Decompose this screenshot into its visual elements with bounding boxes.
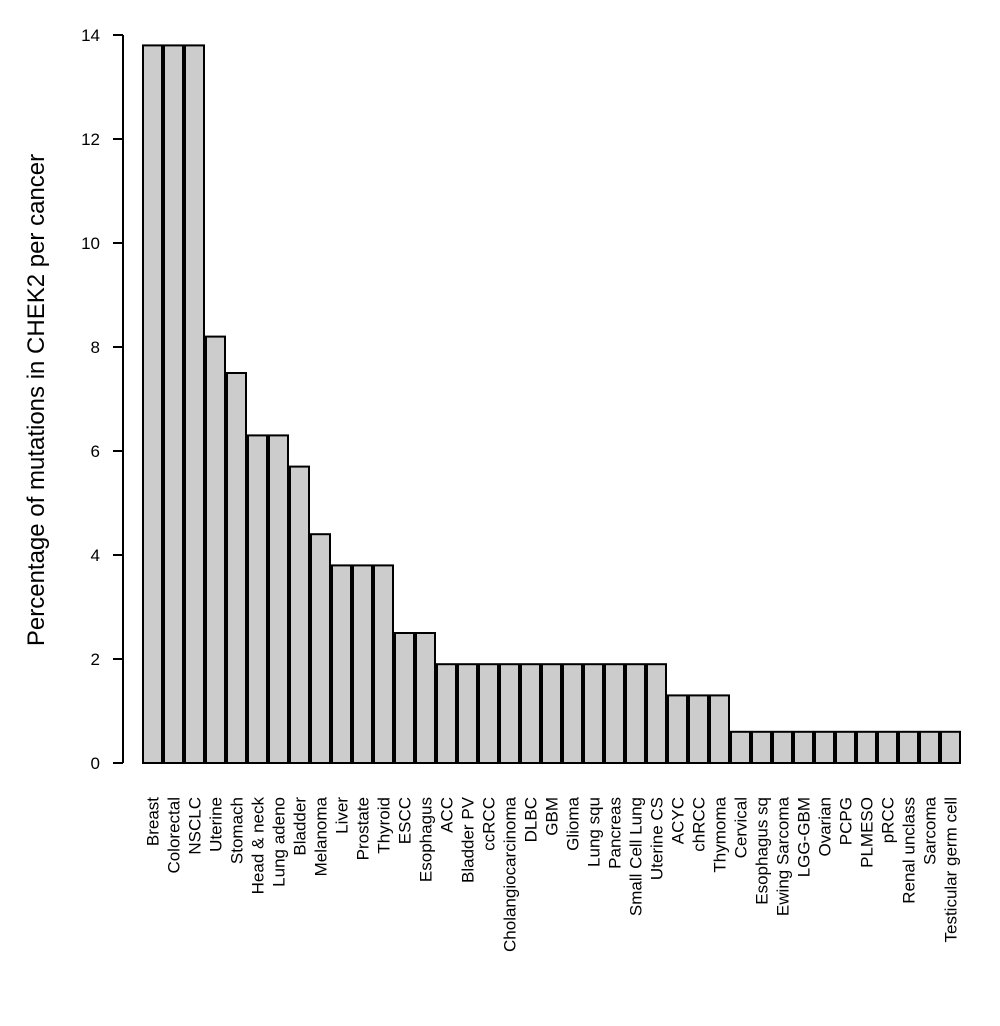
y-tick-label: 14 <box>81 26 100 45</box>
bar <box>499 663 520 765</box>
bar <box>877 730 898 764</box>
bar <box>163 44 184 764</box>
y-axis-title: Percentage of mutations in CHEK2 per can… <box>23 154 50 646</box>
y-axis: 0 2 4 6 8 10 12 14 <box>81 26 124 773</box>
bar <box>289 465 310 764</box>
bar <box>247 434 268 764</box>
bar <box>604 663 625 765</box>
x-tick-label: Colorectal <box>165 797 184 874</box>
bar <box>478 663 499 765</box>
x-tick-label: ACC <box>438 797 457 833</box>
x-tick-label: pRCC <box>879 797 898 843</box>
bar <box>268 434 289 764</box>
bar <box>730 730 751 764</box>
x-tick-label: PLMESO <box>858 797 877 868</box>
bar <box>625 663 646 765</box>
bar <box>856 730 877 764</box>
x-tick-label: Pancreas <box>606 797 625 869</box>
x-tick-label: Glioma <box>564 796 583 850</box>
bar <box>142 44 163 764</box>
x-tick-label: Esophagus sq <box>753 797 772 905</box>
bar <box>352 564 373 765</box>
x-tick-label: DLBC <box>522 797 541 842</box>
y-tick-label: 8 <box>91 338 100 357</box>
bar <box>562 663 583 765</box>
x-tick-label: Ovarian <box>816 797 835 857</box>
x-tick-label: Stomach <box>228 797 247 864</box>
x-tick-label: Uterine <box>207 797 226 852</box>
x-tick-label: Breast <box>144 797 163 846</box>
x-tick-label: Lung adeno <box>270 797 289 887</box>
x-tick-label: ESCC <box>396 797 415 844</box>
x-tick-label: Thymoma <box>711 796 730 872</box>
x-tick-label: Ewing Sarcoma <box>774 796 793 916</box>
bar <box>394 632 415 764</box>
x-tick-label: Head & neck <box>249 797 268 895</box>
bar <box>583 663 604 765</box>
bar <box>373 564 394 765</box>
bar <box>457 663 478 765</box>
bars <box>142 44 961 765</box>
y-tick-label: 2 <box>91 650 100 669</box>
x-tick-label: Esophagus <box>417 797 436 882</box>
x-tick-label: Renal unclass <box>900 797 919 904</box>
x-tick-label: Prostate <box>354 797 373 860</box>
x-tick-label: NSCLC <box>186 797 205 855</box>
x-tick-label: PCPG <box>837 797 856 845</box>
x-tick-label: Testicular germ cell <box>942 797 961 943</box>
bar <box>751 730 772 764</box>
category-labels: Breast Colorectal NSCLC Uterine Stomach Head … <box>144 796 961 952</box>
bar <box>415 632 436 764</box>
x-tick-label: Bladder <box>291 797 310 856</box>
bar <box>205 335 226 764</box>
bar <box>688 694 709 765</box>
x-tick-label: Uterine CS <box>648 797 667 880</box>
x-tick-label: Thyroid <box>375 797 394 854</box>
x-tick-label: ccRCC <box>480 797 499 851</box>
y-tick-label: 12 <box>81 130 100 149</box>
bar <box>772 730 793 764</box>
bar <box>646 663 667 765</box>
x-tick-label: LGG-GBM <box>795 797 814 877</box>
x-tick-label: Sarcoma <box>921 796 940 865</box>
y-tick-label: 10 <box>81 234 100 253</box>
x-tick-label: chRCC <box>690 797 709 852</box>
x-tick-label: Small Cell Lung <box>627 797 646 916</box>
x-tick-label: Lung squ <box>585 797 604 867</box>
y-tick-label: 6 <box>91 442 100 461</box>
bar <box>226 372 247 764</box>
x-tick-label: GBM <box>543 797 562 836</box>
bar <box>331 564 352 765</box>
bar <box>520 663 541 765</box>
bar <box>898 730 919 764</box>
bar <box>709 694 730 765</box>
x-tick-label: Bladder PV <box>459 796 478 883</box>
bar <box>793 730 814 764</box>
bar <box>184 44 205 764</box>
x-tick-label: Cholangiocarcinoma <box>501 796 520 952</box>
bar <box>310 533 331 765</box>
bar <box>940 730 961 764</box>
x-tick-label: Liver <box>333 797 352 834</box>
bar <box>814 730 835 764</box>
bar <box>835 730 856 764</box>
x-tick-label: Cervical <box>732 797 751 858</box>
y-tick-label: 0 <box>91 754 100 773</box>
y-tick-label: 4 <box>91 546 100 565</box>
x-tick-label: ACYC <box>669 797 688 844</box>
bar <box>541 663 562 765</box>
bar <box>919 730 940 764</box>
x-tick-label: Melanoma <box>312 796 331 876</box>
bar <box>436 663 457 765</box>
bar <box>667 694 688 765</box>
